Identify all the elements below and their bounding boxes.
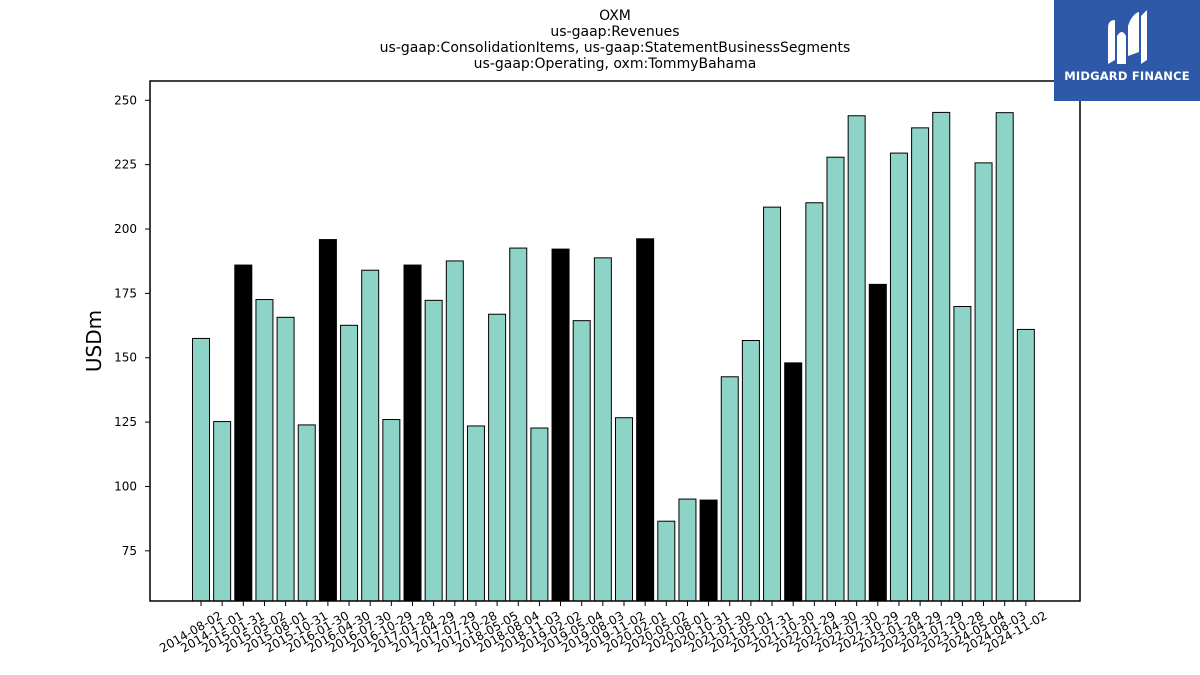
bar-2019-08-03: [593, 257, 612, 602]
bar-2021-10-30: [784, 362, 803, 602]
bar-2016-01-30: [318, 239, 337, 602]
y-tick-label: 250: [114, 93, 137, 107]
chart-title-line: us-gaap:ConsolidationItems, us-gaap:Stat…: [380, 40, 851, 56]
y-tick-label: 75: [122, 544, 137, 558]
bar-2020-10-31: [699, 499, 718, 602]
bar-2019-02-02: [551, 248, 570, 602]
bar-2020-02-01: [636, 238, 655, 602]
plot-frame: [149, 80, 1081, 602]
y-tick-label: 225: [114, 158, 137, 172]
bar-2023-07-29: [932, 111, 951, 602]
y-tick-label: 150: [114, 351, 137, 365]
y-tick-label: 200: [114, 222, 137, 236]
bar-2014-08-02: [192, 337, 210, 602]
bar-2021-05-01: [741, 339, 760, 602]
bar-2016-10-29: [382, 419, 401, 602]
bar-2023-10-28: [953, 306, 972, 602]
bars: [192, 111, 1035, 602]
x-axis: 2014-08-022014-11-012015-01-312015-05-02…: [157, 601, 1049, 655]
bar-2024-11-02: [1016, 328, 1035, 602]
bar-2017-10-28: [466, 425, 485, 602]
y-tick-label: 100: [114, 479, 137, 493]
y-axis-label: USDm: [82, 310, 106, 372]
bar-2021-07-31: [763, 206, 782, 602]
bar-2022-07-30: [847, 115, 866, 602]
bar-2018-08-04: [509, 247, 528, 602]
bar-2015-10-31: [297, 424, 316, 602]
bar-2019-05-04: [572, 320, 591, 602]
logo-text: MIDGARD FINANCE: [1064, 69, 1190, 83]
bar-2015-08-01: [276, 316, 295, 602]
bar-2024-05-04: [974, 162, 993, 602]
bar-2023-04-29: [911, 127, 930, 602]
bar-2018-11-03: [530, 427, 549, 602]
y-tick-label: 175: [114, 286, 137, 300]
bar-2015-05-02: [255, 299, 274, 602]
bar-2020-05-02: [657, 520, 676, 602]
chart-title-line: OXM: [599, 8, 631, 24]
bar-2016-07-30: [361, 269, 380, 602]
bar-2014-11-01: [213, 421, 232, 602]
bar-2017-07-29: [445, 260, 464, 602]
bar-2022-10-29: [868, 283, 887, 602]
bar-2015-01-31: [234, 264, 253, 602]
chart-title-line: us-gaap:Operating, oxm:TommyBahama: [474, 56, 757, 72]
bar-2016-04-30: [340, 324, 359, 602]
y-tick-label: 125: [114, 415, 137, 429]
chart-title: OXMus-gaap:Revenuesus-gaap:Consolidation…: [380, 8, 851, 72]
bar-2022-04-30: [826, 156, 845, 602]
bar-2024-08-03: [995, 112, 1014, 602]
bar-2019-11-02: [615, 417, 633, 602]
bar-2020-08-01: [678, 498, 697, 602]
midgard-m-icon: [1108, 10, 1147, 64]
y-axis: 75 100 125 150 175 200 225 250: [114, 93, 150, 558]
bar-2017-04-29: [424, 299, 443, 602]
chart-title-line: us-gaap:Revenues: [550, 24, 679, 40]
bar-2021-01-30: [720, 376, 739, 602]
bar-2018-05-05: [488, 313, 507, 602]
bar-2017-01-28: [403, 264, 422, 602]
logo: MIDGARD FINANCE: [1054, 0, 1200, 101]
bar-2023-01-28: [889, 152, 908, 602]
bar-2022-01-29: [805, 202, 824, 602]
